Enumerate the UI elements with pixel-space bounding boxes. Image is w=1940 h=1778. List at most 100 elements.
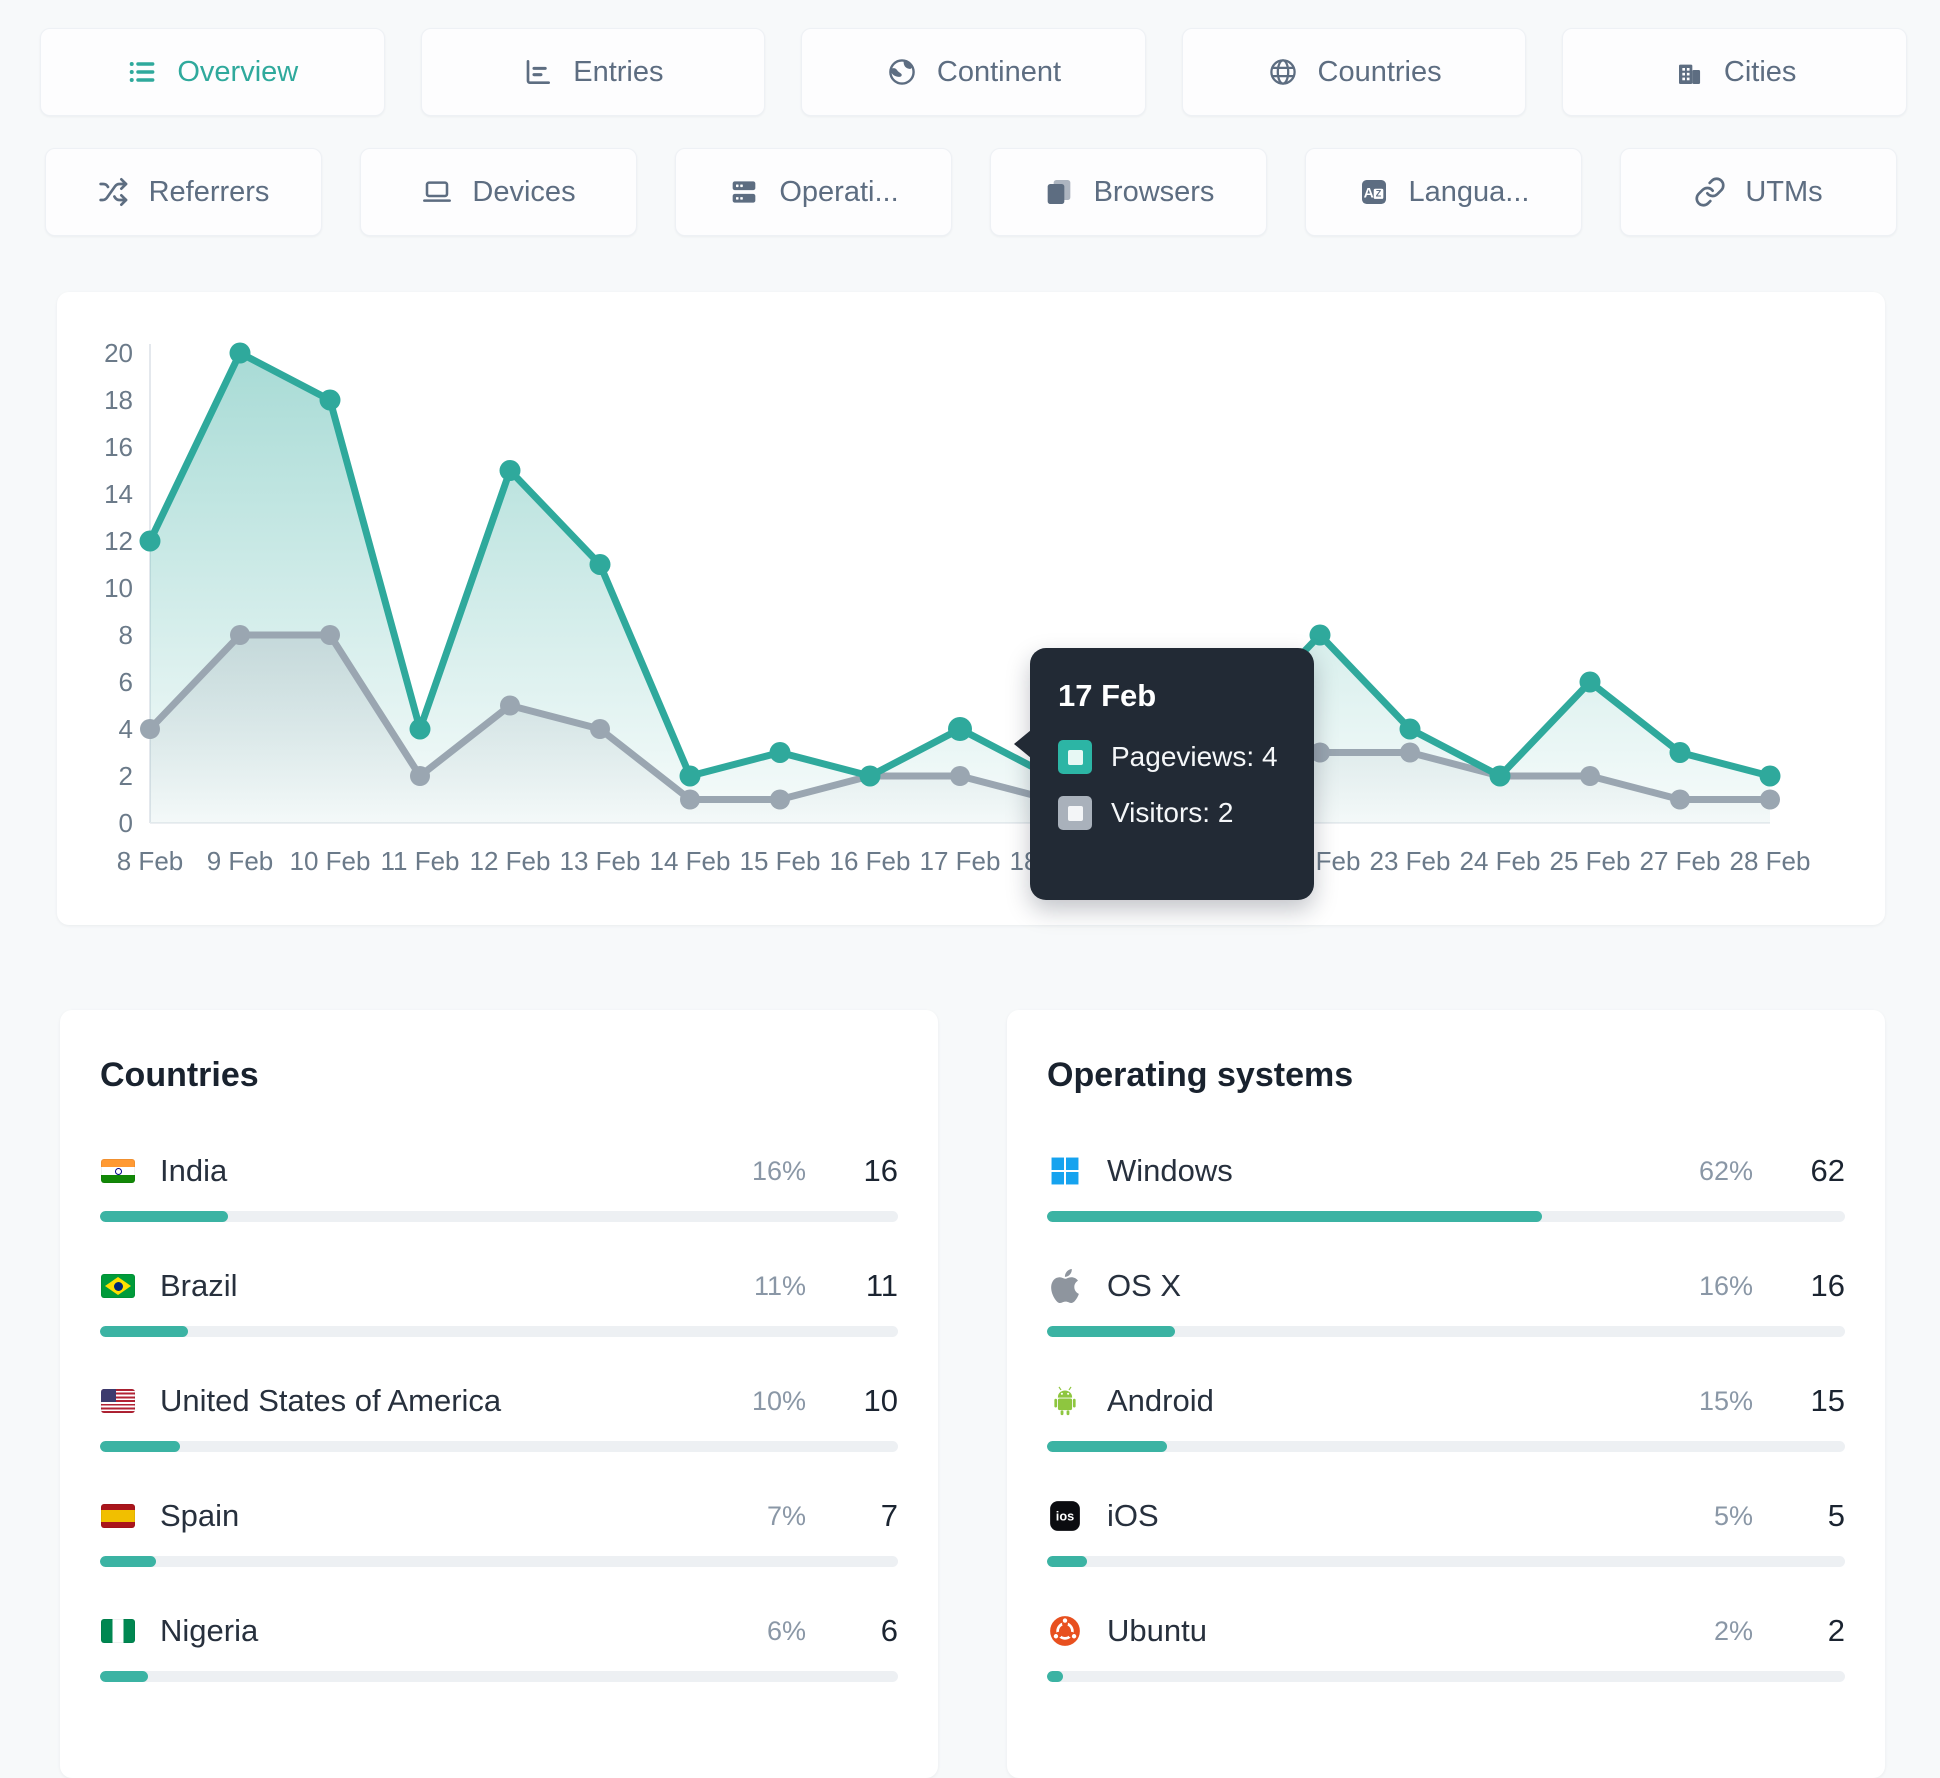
- tooltip-row-pageviews: Pageviews: 4: [1058, 740, 1286, 774]
- tab-overview[interactable]: Overview: [40, 28, 385, 116]
- tab-cities[interactable]: Cities: [1562, 28, 1907, 116]
- country-row[interactable]: Spain 7% 7: [100, 1498, 898, 1567]
- tab-referrers[interactable]: Referrers: [45, 148, 322, 236]
- traffic-chart-card: 0 2 4 6 8 10 12 14 16 18 20 8 Feb 9 Feb 10 Feb 11 Feb 1…: [57, 292, 1885, 925]
- tab-row-secondary: Referrers Devices Operati... Browsers A Z Lang…: [45, 148, 1897, 236]
- stat-percent: 11%: [753, 1270, 806, 1301]
- buildings-icon: [1673, 56, 1705, 88]
- svg-text:4: 4: [119, 714, 133, 744]
- pageviews-legend-swatch: [1058, 740, 1092, 774]
- country-row[interactable]: Nigeria 6% 6: [100, 1613, 898, 1682]
- globe-icon: [1267, 56, 1299, 88]
- nigeria-flag: [100, 1619, 136, 1643]
- tab-operati[interactable]: Operati...: [675, 148, 952, 236]
- stat-value: 7: [880, 1498, 898, 1533]
- tab-label: Browsers: [1093, 175, 1215, 208]
- svg-text:10: 10: [104, 573, 133, 603]
- shuffle-icon: [98, 176, 130, 208]
- country-row[interactable]: United States of America 10% 10: [100, 1383, 898, 1452]
- tooltip-date: 17 Feb: [1058, 678, 1157, 713]
- os-row[interactable]: OS X 16% 16: [1047, 1268, 1845, 1337]
- server-icon: [728, 176, 760, 208]
- stat-percent: 16%: [1698, 1270, 1753, 1301]
- stat-label: OS X: [1107, 1268, 1182, 1303]
- progress-bar: [100, 1326, 898, 1337]
- stat-label: United States of America: [160, 1383, 502, 1418]
- svg-text:15 Feb: 15 Feb: [740, 846, 821, 876]
- stat-percent: 7%: [766, 1500, 806, 1531]
- svg-text:23 Feb: 23 Feb: [1370, 846, 1451, 876]
- link-icon: [1694, 176, 1726, 208]
- tab-browsers[interactable]: Browsers: [990, 148, 1267, 236]
- tab-label: Referrers: [148, 175, 270, 208]
- tab-countries[interactable]: Countries: [1181, 28, 1527, 116]
- svg-text:17 Feb: 17 Feb: [920, 846, 1001, 876]
- laptop-icon: [421, 176, 453, 208]
- stat-value: 5: [1827, 1498, 1845, 1533]
- stat-label: Windows: [1107, 1153, 1233, 1188]
- stat-value: 2: [1827, 1613, 1845, 1648]
- stat-value: 11: [865, 1268, 898, 1303]
- stat-label: Nigeria: [160, 1613, 259, 1648]
- tab-devices[interactable]: Devices: [360, 148, 637, 236]
- stat-value: 16: [863, 1153, 898, 1188]
- stat-value: 62: [1810, 1153, 1845, 1188]
- traffic-chart[interactable]: 0 2 4 6 8 10 12 14 16 18 20 8 Feb 9 Feb 10 Feb 11 Feb 1…: [57, 292, 1885, 930]
- chart-tooltip: 17 Feb Pageviews: 4 Visitors: 2: [1014, 648, 1314, 900]
- progress-bar: [1047, 1441, 1845, 1452]
- progress-bar: [1047, 1556, 1845, 1567]
- svg-text:13 Feb: 13 Feb: [560, 846, 641, 876]
- progress-bar: [100, 1441, 898, 1452]
- tab-label: Continent: [936, 55, 1062, 88]
- stat-percent: 62%: [1698, 1155, 1753, 1186]
- ios-icon: ios: [1047, 1499, 1083, 1533]
- country-row[interactable]: India 16% 16: [100, 1153, 898, 1222]
- country-row[interactable]: Brazil 11% 11: [100, 1268, 898, 1337]
- tab-row-primary: Overview Entries Continent Countries Cities: [40, 28, 1907, 116]
- stat-value: 6: [880, 1613, 898, 1648]
- tab-continent[interactable]: Continent: [801, 28, 1146, 116]
- svg-text:16 Feb: 16 Feb: [830, 846, 911, 876]
- os-row[interactable]: ios iOS 5% 5: [1047, 1498, 1845, 1567]
- stat-label: Ubuntu: [1107, 1613, 1207, 1648]
- stat-label: India: [160, 1153, 228, 1188]
- stat-percent: 15%: [1698, 1385, 1753, 1416]
- stat-percent: 10%: [751, 1385, 806, 1416]
- operating-systems-panel: Operating systems Windows 62% 62 OS X 16% 16 A…: [1007, 1010, 1885, 1778]
- svg-text:28 Feb: 28 Feb: [1730, 846, 1811, 876]
- svg-text:25 Feb: 25 Feb: [1550, 846, 1631, 876]
- progress-bar: [100, 1556, 898, 1567]
- svg-text:18: 18: [104, 385, 133, 415]
- tab-label: Entries: [573, 55, 664, 88]
- stat-label: Spain: [160, 1498, 240, 1533]
- stat-percent: 2%: [1713, 1615, 1753, 1646]
- os-row[interactable]: Ubuntu 2% 2: [1047, 1613, 1845, 1682]
- svg-text:10 Feb: 10 Feb: [290, 846, 371, 876]
- svg-text:2: 2: [119, 761, 133, 791]
- stat-percent: 16%: [751, 1155, 806, 1186]
- stat-percent: 5%: [1713, 1500, 1753, 1531]
- progress-bar: [100, 1671, 898, 1682]
- android-icon: [1047, 1384, 1083, 1418]
- stat-value: 10: [863, 1383, 898, 1418]
- apple-icon: [1047, 1269, 1083, 1303]
- tooltip-row-text: Visitors: 2: [1111, 797, 1234, 828]
- svg-text:ios: ios: [1056, 1509, 1074, 1524]
- tab-utms[interactable]: UTMs: [1620, 148, 1897, 236]
- spain-flag: [100, 1504, 136, 1528]
- tab-langua[interactable]: A Z Langua...: [1305, 148, 1582, 236]
- os-row[interactable]: Windows 62% 62: [1047, 1153, 1845, 1222]
- tab-entries[interactable]: Entries: [420, 28, 766, 116]
- operating-systems-panel-title: Operating systems: [1047, 1056, 1354, 1094]
- tab-label: Devices: [472, 175, 576, 208]
- svg-text:0: 0: [119, 808, 133, 838]
- progress-bar: [100, 1211, 898, 1222]
- svg-text:8: 8: [119, 620, 133, 650]
- tooltip-row-visitors: Visitors: 2: [1058, 796, 1286, 830]
- os-row[interactable]: Android 15% 15: [1047, 1383, 1845, 1452]
- stat-label: Android: [1107, 1383, 1214, 1418]
- tab-label: Langua...: [1408, 175, 1530, 208]
- tab-label: Operati...: [779, 175, 899, 208]
- svg-text:24 Feb: 24 Feb: [1460, 846, 1541, 876]
